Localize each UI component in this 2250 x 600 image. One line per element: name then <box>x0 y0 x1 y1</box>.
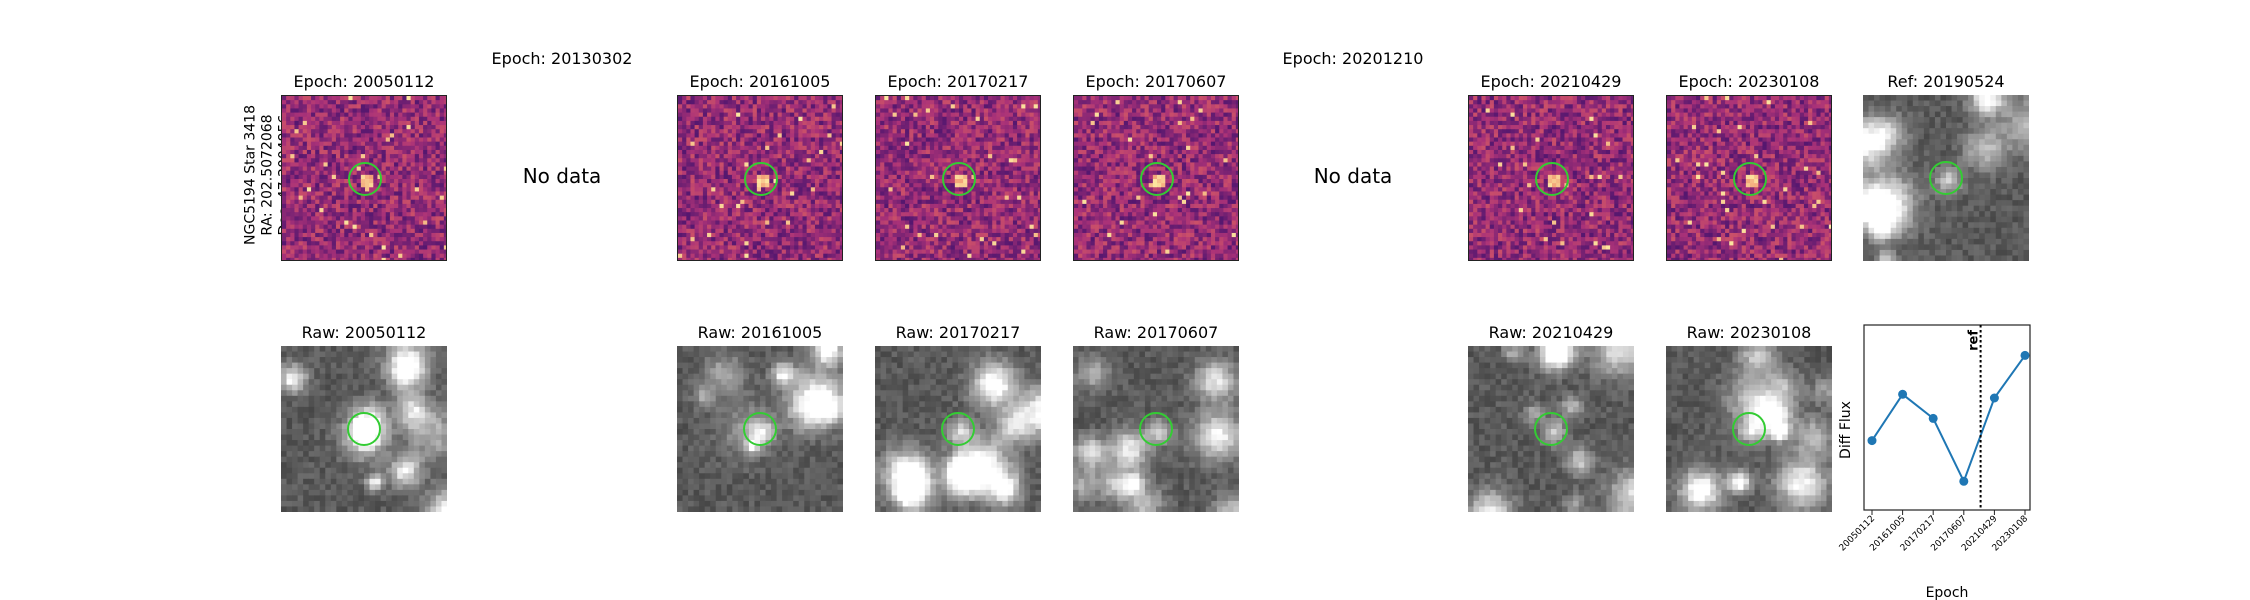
raw-title-1: Raw: 20161005 <box>697 323 823 342</box>
aperture-ring <box>1929 161 1963 195</box>
diff-title-2: Epoch: 20161005 <box>689 72 831 91</box>
ref-title: Ref: 20190524 <box>1887 72 2005 91</box>
raw-title-4: Raw: 20210429 <box>1488 323 1614 342</box>
aperture-ring <box>744 162 778 196</box>
y-axis-label: Diff Flux <box>1838 401 1854 459</box>
raw-title-0: Raw: 20050112 <box>301 323 427 342</box>
data-point-20161005 <box>1898 389 1908 399</box>
aperture-ring <box>1733 162 1767 196</box>
raw-image-20210429 <box>1468 346 1634 512</box>
raw-title-5: Raw: 20230108 <box>1686 323 1812 342</box>
diff-image-20230108 <box>1666 95 1832 261</box>
diff-title-4: Epoch: 20170607 <box>1085 72 1227 91</box>
diff-title-1: Epoch: 20130302 <box>491 49 633 68</box>
raw-image-20050112 <box>281 346 447 512</box>
aperture-ring <box>1139 412 1173 446</box>
raw-image-20170607 <box>1073 346 1239 512</box>
plot-frame <box>1863 324 2031 511</box>
diff-image-20170217 <box>875 95 1041 261</box>
ref-line-label: ref <box>1967 330 1982 351</box>
aperture-ring <box>1535 162 1569 196</box>
data-point-20210429 <box>1989 393 1999 403</box>
no-data-20201210: No data <box>1313 164 1393 188</box>
raw-title-3: Raw: 20170607 <box>1093 323 1219 342</box>
diff-title-3: Epoch: 20170217 <box>887 72 1029 91</box>
aperture-ring <box>942 162 976 196</box>
data-point-20050112 <box>1867 436 1877 446</box>
data-point-20230108 <box>2020 350 2030 360</box>
diff-title-5: Epoch: 20201210 <box>1282 49 1424 68</box>
raw-image-20230108 <box>1666 346 1832 512</box>
diff-title-0: Epoch: 20050112 <box>293 72 435 91</box>
aperture-ring <box>1534 412 1568 446</box>
raw-image-20170217 <box>875 346 1041 512</box>
x-axis-label: Epoch <box>1926 585 1969 600</box>
diff-image-20161005 <box>677 95 843 261</box>
data-point-20170217 <box>1928 413 1938 423</box>
aperture-ring <box>1732 412 1766 446</box>
data-point-20170607 <box>1959 476 1969 486</box>
diff-title-7: Epoch: 20230108 <box>1678 72 1820 91</box>
aperture-ring <box>941 412 975 446</box>
aperture-ring <box>743 412 777 446</box>
diff-title-6: Epoch: 20210429 <box>1480 72 1622 91</box>
diff-image-20210429 <box>1468 95 1634 261</box>
series-line <box>1871 354 2026 484</box>
diff-image-20050112 <box>281 95 447 261</box>
raw-title-2: Raw: 20170217 <box>895 323 1021 342</box>
aperture-ring <box>347 412 381 446</box>
raw-image-20161005 <box>677 346 843 512</box>
no-data-20130302: No data <box>522 164 602 188</box>
aperture-ring <box>348 162 382 196</box>
ref-image-20190524 <box>1863 95 2029 261</box>
aperture-ring <box>1140 162 1174 196</box>
diff-image-20170607 <box>1073 95 1239 261</box>
